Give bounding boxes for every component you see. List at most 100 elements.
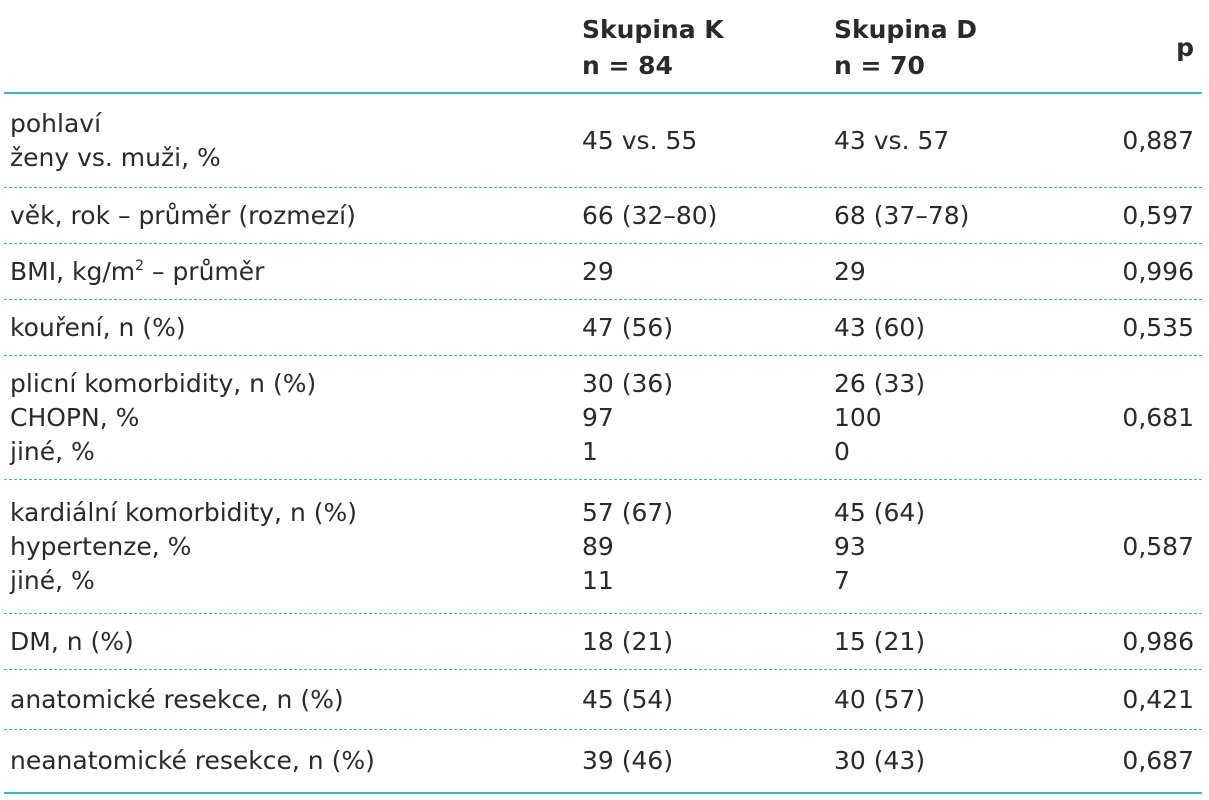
value-line: 40 (57) bbox=[834, 684, 926, 714]
value-line: 89 bbox=[582, 531, 614, 561]
label-part: – průměr bbox=[144, 256, 265, 286]
p-value: 0,687 bbox=[1122, 730, 1194, 792]
p-value: 0,421 bbox=[1122, 670, 1194, 729]
value-group-k: 45 (54) bbox=[582, 670, 673, 729]
table-row: BMI, kg/m2 – průměr 29 29 0,996 bbox=[4, 244, 1202, 300]
row-label: pohlaví ženy vs. muži, % bbox=[10, 94, 221, 187]
value-line: 57 (67) bbox=[582, 497, 674, 527]
value-line: 30 (36) bbox=[582, 368, 674, 398]
value-line: 68 (37–78) bbox=[834, 200, 970, 230]
value-group-d: 45 (64) 93 7 bbox=[834, 480, 925, 613]
value-line: 39 (46) bbox=[582, 746, 674, 775]
table-row: věk, rok – průměr (rozmezí) 66 (32–80) 6… bbox=[4, 188, 1202, 244]
label-line: hypertenze, % bbox=[10, 531, 192, 561]
p-value: 0,587 bbox=[1122, 480, 1194, 613]
table-row: pohlaví ženy vs. muži, % 45 vs. 55 43 vs… bbox=[4, 94, 1202, 188]
value-group-d: 43 (60) bbox=[834, 300, 925, 355]
p-value-text: 0,986 bbox=[1122, 626, 1194, 656]
value-line: 93 bbox=[834, 531, 866, 561]
label-line: pohlaví bbox=[10, 108, 102, 138]
value-group-k: 39 (46) bbox=[582, 730, 673, 792]
table-row: plicní komorbidity, n (%) CHOPN, % jiné,… bbox=[4, 356, 1202, 480]
value-line: 66 (32–80) bbox=[582, 200, 718, 230]
value-group-d: 29 bbox=[834, 244, 866, 299]
p-value: 0,681 bbox=[1122, 356, 1194, 479]
value-line: 43 (60) bbox=[834, 312, 926, 342]
value-group-d: 43 vs. 57 bbox=[834, 94, 949, 187]
table-row: kouření, n (%) 47 (56) 43 (60) 0,535 bbox=[4, 300, 1202, 356]
p-value-text: 0,996 bbox=[1122, 256, 1194, 286]
label-line: BMI, kg/m2 – průměr bbox=[10, 255, 264, 289]
value-line: 43 vs. 57 bbox=[834, 125, 950, 155]
value-group-k: 57 (67) 89 11 bbox=[582, 480, 673, 613]
label-line: ženy vs. muži, % bbox=[10, 142, 221, 172]
table-row: anatomické resekce, n (%) 45 (54) 40 (57… bbox=[4, 670, 1202, 730]
p-value: 0,986 bbox=[1122, 614, 1194, 669]
p-value: 0,996 bbox=[1122, 244, 1194, 299]
value-line: 30 (43) bbox=[834, 746, 926, 775]
label-line: kouření, n (%) bbox=[10, 312, 186, 342]
value-line: 100 bbox=[834, 402, 882, 432]
table-header: Skupina K n = 84 Skupina D n = 70 p bbox=[4, 0, 1202, 94]
label-line: plicní komorbidity, n (%) bbox=[10, 368, 317, 398]
p-value: 0,887 bbox=[1122, 94, 1194, 187]
value-group-d: 30 (43) bbox=[834, 730, 925, 792]
value-line: 45 vs. 55 bbox=[582, 125, 698, 155]
row-label: kouření, n (%) bbox=[10, 300, 186, 355]
p-value-text: 0,687 bbox=[1122, 746, 1194, 775]
value-line: 45 (54) bbox=[582, 684, 674, 714]
p-value-text: 0,535 bbox=[1122, 312, 1194, 342]
row-label: neanatomické resekce, n (%) bbox=[10, 730, 375, 792]
value-line: 1 bbox=[582, 436, 598, 466]
label-line: věk, rok – průměr (rozmezí) bbox=[10, 200, 356, 230]
p-value-text: 0,887 bbox=[1122, 125, 1194, 155]
value-group-k: 29 bbox=[582, 244, 614, 299]
value-line: 47 (56) bbox=[582, 312, 674, 342]
row-label: BMI, kg/m2 – průměr bbox=[10, 244, 264, 299]
value-line: 15 (21) bbox=[834, 626, 926, 656]
value-group-d: 26 (33) 100 0 bbox=[834, 356, 925, 479]
row-label: DM, n (%) bbox=[10, 614, 134, 669]
header-group-d-count: n = 70 bbox=[834, 51, 925, 80]
label-line: neanatomické resekce, n (%) bbox=[10, 746, 375, 775]
row-label: věk, rok – průměr (rozmezí) bbox=[10, 188, 356, 243]
value-group-d: 40 (57) bbox=[834, 670, 925, 729]
value-group-d: 15 (21) bbox=[834, 614, 925, 669]
value-group-k: 30 (36) 97 1 bbox=[582, 356, 673, 479]
p-value-text: 0,587 bbox=[1122, 531, 1194, 561]
header-p: p bbox=[1176, 33, 1194, 62]
table-row: neanatomické resekce, n (%) 39 (46) 30 (… bbox=[4, 730, 1202, 794]
p-value-text: 0,421 bbox=[1122, 684, 1194, 714]
comparison-table: Skupina K n = 84 Skupina D n = 70 p pohl… bbox=[4, 0, 1202, 794]
table-row: kardiální komorbidity, n (%) hypertenze,… bbox=[4, 480, 1202, 614]
value-line: 7 bbox=[834, 565, 850, 595]
p-value-text: 0,597 bbox=[1122, 200, 1194, 230]
label-line: jiné, % bbox=[10, 565, 95, 595]
value-group-k: 47 (56) bbox=[582, 300, 673, 355]
label-part: BMI, kg/m bbox=[10, 256, 136, 286]
table-row: DM, n (%) 18 (21) 15 (21) 0,986 bbox=[4, 614, 1202, 670]
header-group-k-title: Skupina K bbox=[582, 15, 724, 44]
row-label: anatomické resekce, n (%) bbox=[10, 670, 344, 729]
label-line: anatomické resekce, n (%) bbox=[10, 684, 344, 714]
value-line: 11 bbox=[582, 565, 614, 595]
value-line: 18 (21) bbox=[582, 626, 674, 656]
label-superscript: 2 bbox=[135, 257, 145, 274]
value-line: 45 (64) bbox=[834, 497, 926, 527]
p-value: 0,597 bbox=[1122, 188, 1194, 243]
value-line: 26 (33) bbox=[834, 368, 926, 398]
label-line: CHOPN, % bbox=[10, 402, 140, 432]
row-label: plicní komorbidity, n (%) CHOPN, % jiné,… bbox=[10, 356, 316, 479]
row-label: kardiální komorbidity, n (%) hypertenze,… bbox=[10, 480, 357, 613]
value-group-d: 68 (37–78) bbox=[834, 188, 969, 243]
header-group-d-title: Skupina D bbox=[834, 15, 978, 44]
label-line: kardiální komorbidity, n (%) bbox=[10, 497, 357, 527]
p-value-text: 0,681 bbox=[1122, 402, 1194, 432]
value-group-k: 45 vs. 55 bbox=[582, 94, 697, 187]
value-group-k: 18 (21) bbox=[582, 614, 673, 669]
label-line: jiné, % bbox=[10, 436, 95, 466]
value-line: 97 bbox=[582, 402, 614, 432]
value-line: 29 bbox=[582, 256, 614, 286]
value-group-k: 66 (32–80) bbox=[582, 188, 717, 243]
header-group-k-count: n = 84 bbox=[582, 51, 673, 80]
